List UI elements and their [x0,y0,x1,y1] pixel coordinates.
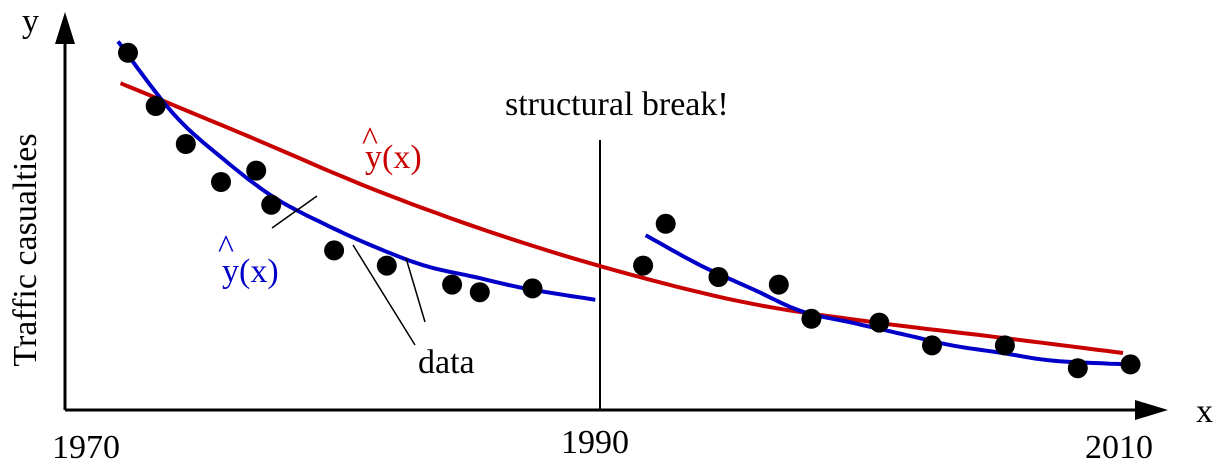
data-point [261,194,282,215]
x-tick-label-1990: 1990 [561,424,629,461]
data-point [522,278,543,299]
blue-fit-curve-pre-break [116,40,596,302]
blue-fit-hat: ^ [218,229,234,266]
red-fit-curve [119,81,1124,355]
y-axis-label: y [22,3,39,40]
structural-break-label: structural break! [505,86,729,123]
data-point [469,282,490,303]
data-pointer-1 [352,244,416,346]
data-label: data [418,344,475,381]
data-point [376,255,397,276]
data-point [442,274,463,295]
data-point [175,134,196,154]
blue-fit-label: y(x) [222,253,279,290]
data-point [1120,354,1141,375]
data-point [1067,358,1088,379]
y-axis-arrow [55,12,75,44]
data-point [145,96,166,116]
data-point [118,42,138,63]
data-point [633,255,654,276]
data-point [922,335,942,356]
red-fit-label: y(x) [365,139,422,176]
data-point [869,312,890,333]
data-point [655,213,676,234]
data-points [118,42,1141,379]
blue-fit-pointer [271,195,318,229]
data-pointer-2 [405,257,426,323]
x-tick-label-1970: 1970 [52,429,120,464]
data-point [768,274,789,295]
data-point [994,335,1015,356]
data-point [324,240,345,261]
data-point [211,172,231,192]
data-point [801,308,822,329]
red-fit-hat: ^ [362,121,378,158]
data-point [708,267,729,287]
x-tick-label-2010: 2010 [1085,429,1153,464]
data-point [246,160,267,181]
y-axis-side-label: Traffic casualties [7,133,44,366]
x-axis-arrow [1135,400,1168,420]
x-axis-label: x [1196,393,1213,430]
